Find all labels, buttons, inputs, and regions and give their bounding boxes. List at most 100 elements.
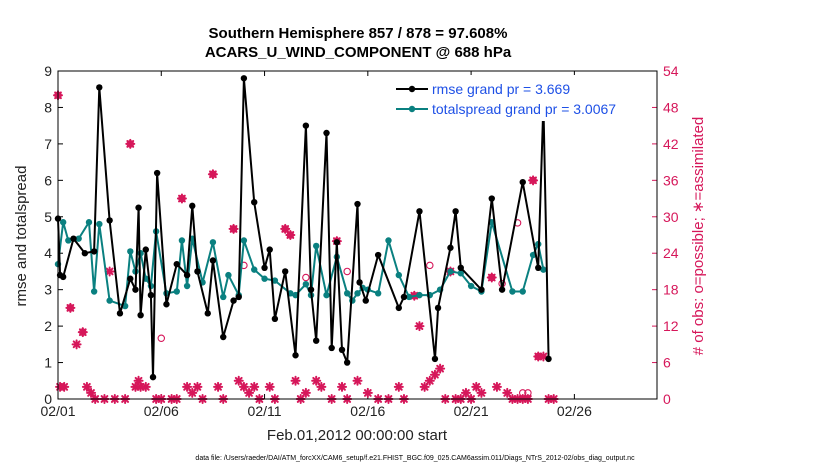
rmse-point [127,275,134,282]
obs-assimilated-point [414,321,425,332]
star-stroke [529,176,537,185]
rmse-point [81,250,89,257]
rmse-point [356,279,363,286]
obs-assimilated-point [81,381,92,392]
totalspread-point [519,288,526,295]
obs-assimilated-point [460,387,471,398]
x-ticks: 02/01 02/06 02/11 02/16 02/21 02/26 [40,71,592,419]
rmse-point [478,286,485,293]
totalspread-point [271,277,279,284]
obs-assimilated-point [393,381,404,392]
totalspread-point [416,291,423,299]
rmse-point [395,304,403,312]
star-stroke [83,382,91,391]
star-stroke [240,382,248,391]
y-right-tick-label: 18 [663,282,679,298]
rmse-point [282,268,289,275]
star-stroke [141,382,150,391]
totalspread-point [96,220,103,228]
totalspread-point [240,237,248,244]
legend-spread-label: totalspread grand pr = 3.0067 [432,101,616,117]
obs-assimilated-point [207,169,218,180]
obs-possible-point [343,267,351,276]
x-tick-label: 02/26 [557,403,592,419]
rmse-point [302,122,310,129]
rmse-point [142,246,149,253]
rmse-point [240,75,248,82]
rmse-point [488,195,495,202]
obs-assimilated-point [419,381,430,392]
rmse-point [535,264,542,271]
rmse-point [147,291,155,299]
totalspread-point [261,275,268,282]
rmse-point [343,359,351,366]
totalspread-point [90,288,98,295]
legend-box [390,75,652,121]
totalspread-point [183,282,191,290]
star-stroke [363,389,372,397]
y-tick-label: 1 [44,355,52,371]
obs-assimilated-point [71,339,82,350]
obs-assimilated-point [140,381,151,392]
obs-assimilated-point [362,387,373,398]
obs-assimilated-point [238,381,249,392]
star-stroke [66,304,75,312]
obs-assimilated-point [176,193,187,204]
rmse-point [400,293,408,301]
x-tick-label: 02/16 [350,403,385,419]
star-stroke [312,376,321,385]
star-stroke [214,382,222,391]
x-tick-label: 02/21 [454,403,489,419]
rmse-point [519,178,526,186]
rmse-point [498,286,506,293]
obs-assimilated-point [528,175,539,186]
rmse-point [328,344,335,352]
rmse-point [374,251,382,259]
y-right-tick-label: 48 [663,99,679,115]
totalspread-point [343,290,351,297]
obs-assimilated-point [486,272,497,283]
rmse-point [338,346,346,353]
star-stroke [353,376,362,385]
star-stroke [234,376,243,385]
totalspread-point [251,266,258,273]
obs-assimilated-point [264,381,275,392]
y-tick-label: 0 [44,391,52,407]
totalspread-point [173,288,180,295]
obs-possible-point [157,334,166,343]
star-stroke [317,382,326,391]
y-tick-label: 6 [44,172,52,188]
obs-assimilated-point [233,375,244,386]
obs-possible-point [302,273,310,282]
star-stroke [462,389,470,397]
rmse-point [354,200,361,208]
rmse-point [312,337,320,344]
totalspread-point [65,237,72,244]
plot-frame [57,70,658,400]
y-right-tick-label: 6 [663,355,671,371]
star-stroke [188,389,197,397]
y-right-tick-label: 36 [663,172,679,188]
obs-assimilated-point [476,387,487,398]
rmse-point [153,169,161,177]
star-stroke [209,170,217,179]
star-stroke [193,382,202,391]
totalspread-point [106,297,113,304]
star-stroke [472,382,481,391]
totalspread-point [292,291,299,299]
obs-assimilated-point [471,381,482,392]
totalspread-point [225,271,232,279]
obs-assimilated-point [300,387,311,398]
totalspread-point [395,271,403,279]
totalspread-point [374,290,382,297]
rmse-point [137,311,144,319]
rmse-point [271,315,279,323]
y-tick-label: 4 [44,245,52,261]
rmse-point [416,208,423,215]
y-tick-label: 9 [44,63,52,79]
y-right-tick-label: 0 [663,391,671,407]
obs-assimilated-point [337,381,348,392]
rmse-point [183,271,191,279]
star-stroke [425,376,434,385]
totalspread-point [467,282,475,290]
